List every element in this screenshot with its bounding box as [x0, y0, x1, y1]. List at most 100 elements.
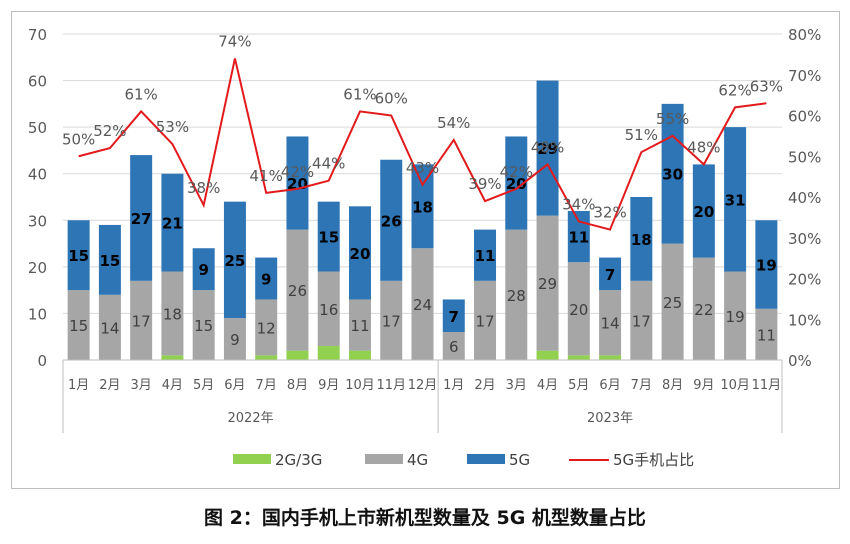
data-label-4g: 17 — [475, 312, 494, 330]
y-left-tick-label: 50 — [28, 119, 47, 137]
x-tick-label: 6月 — [599, 378, 620, 393]
y-right-tick-label: 50% — [788, 148, 821, 166]
bar-segment-5g — [192, 248, 215, 291]
bar-segment-5g — [724, 127, 747, 272]
bar-segment-5g — [317, 201, 340, 272]
data-label-5g: 15 — [68, 247, 89, 265]
data-label-4g: 25 — [663, 294, 682, 312]
x-tick-label: 6月 — [224, 378, 245, 393]
bar-segment-2g3g — [536, 350, 559, 360]
data-label-5g: 9 — [261, 271, 271, 289]
legend-swatch — [365, 454, 403, 464]
bar-segment-5g — [536, 80, 559, 216]
bar-segment-5g — [380, 159, 403, 281]
line-data-label: 53% — [156, 118, 189, 136]
data-label-4g: 29 — [538, 275, 557, 293]
bar-segment-5g — [755, 220, 778, 309]
bar-segment-5g — [411, 164, 434, 249]
legend-label: 5G手机占比 — [613, 451, 694, 469]
bar-segment-4g — [567, 262, 590, 356]
data-label-5g: 20 — [350, 245, 371, 263]
data-label-4g: 12 — [257, 319, 276, 337]
y-right-tick-label: 10% — [788, 311, 821, 329]
data-label-5g: 18 — [412, 198, 433, 216]
x-tick-label: 5月 — [568, 378, 589, 393]
y-right-tick-label: 60% — [788, 108, 821, 126]
bar-segment-4g — [630, 280, 653, 360]
line-data-label: 43% — [406, 159, 439, 177]
x-tick-label: 11月 — [752, 378, 782, 393]
x-tick-label: 11月 — [376, 378, 406, 393]
line-data-label: 61% — [124, 85, 157, 103]
bar-segment-2g3g — [161, 355, 184, 360]
legend-label: 4G — [407, 451, 428, 469]
y-right-tick-label: 20% — [788, 271, 821, 289]
bar-segment-2g3g — [348, 350, 371, 360]
x-tick-label: 10月 — [345, 378, 375, 393]
x-tick-label: 7月 — [631, 378, 652, 393]
data-label-4g: 14 — [601, 315, 620, 333]
data-label-5g: 25 — [224, 252, 245, 270]
x-tick-label: 3月 — [131, 378, 152, 393]
data-label-5g: 15 — [318, 229, 339, 247]
x-tick-label: 10月 — [720, 378, 750, 393]
bar-segment-2g3g — [286, 350, 309, 360]
bar-segment-4g — [286, 229, 309, 351]
bar-segment-4g — [223, 318, 246, 360]
data-label-5g: 15 — [99, 252, 120, 270]
data-label-5g: 31 — [725, 191, 746, 209]
data-label-5g: 26 — [381, 212, 402, 230]
data-label-5g: 11 — [568, 229, 589, 247]
bar-segment-4g — [599, 290, 622, 356]
bar-segment-4g — [724, 271, 747, 360]
y-left-tick-label: 70 — [28, 26, 47, 44]
data-label-4g: 18 — [163, 305, 182, 323]
x-tick-label: 8月 — [662, 378, 683, 393]
x-tick-label: 8月 — [287, 378, 308, 393]
data-label-5g: 19 — [756, 257, 777, 275]
data-label-4g: 11 — [757, 326, 776, 344]
line-data-label: 44% — [312, 155, 345, 173]
bar-segment-4g — [380, 280, 403, 360]
line-data-label: 48% — [687, 138, 720, 156]
data-label-5g: 11 — [475, 247, 496, 265]
data-label-4g: 9 — [230, 331, 240, 349]
x-tick-label: 7月 — [256, 378, 277, 393]
chart-frame: 0 10 20 30 40 50 60 70 0% 10% 20% 30% 40% 50% 60% 70% 80… — [11, 11, 840, 489]
data-label-5g: 21 — [162, 215, 183, 233]
bar-segment-4g — [348, 299, 371, 351]
y-right-tick-label: 40% — [788, 189, 821, 207]
legend-label: 2G/3G — [275, 451, 322, 469]
x-tick-label: 1月 — [443, 378, 464, 393]
line-data-label: 60% — [375, 90, 408, 108]
bar-segment-5g — [630, 197, 653, 281]
y-left-tick-label: 0 — [37, 352, 47, 370]
line-data-label: 50% — [62, 130, 95, 148]
bar-segment-4g — [755, 308, 778, 360]
data-label-4g: 17 — [632, 312, 651, 330]
line-data-label: 38% — [187, 179, 220, 197]
legend-swatch — [233, 454, 271, 464]
data-label-4g: 15 — [194, 317, 213, 335]
bar-segment-4g — [130, 280, 153, 360]
line-data-label: 52% — [93, 122, 126, 140]
line-data-label: 39% — [468, 175, 501, 193]
bar-segment-5g — [692, 164, 715, 258]
bar-segment-5g — [161, 173, 184, 272]
x-tick-label: 2月 — [99, 378, 120, 393]
data-label-4g: 16 — [319, 301, 338, 319]
y-right-tick-label: 30% — [788, 230, 821, 248]
line-data-label: 32% — [593, 204, 626, 222]
figure-caption: 图 2：国内手机上市新机型数量及 5G 机型数量占比 — [204, 507, 646, 529]
line-data-label: 61% — [343, 85, 376, 103]
bar-segment-5g — [130, 155, 153, 281]
data-label-4g: 28 — [507, 287, 526, 305]
bar-segment-5g — [67, 220, 90, 291]
x-tick-label: 4月 — [162, 378, 183, 393]
x-tick-label: 4月 — [537, 378, 558, 393]
line-data-label: 62% — [718, 81, 751, 99]
bar-segment-5g — [98, 224, 121, 295]
line-data-label: 41% — [250, 167, 283, 185]
data-label-4g: 15 — [69, 317, 88, 335]
bar-segment-5g — [223, 201, 246, 319]
